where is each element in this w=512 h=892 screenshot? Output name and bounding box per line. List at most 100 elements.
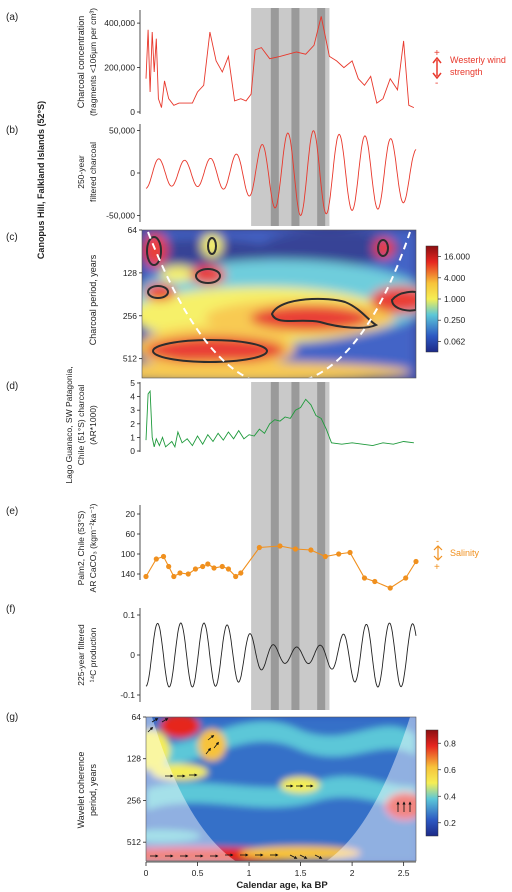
colorbar-tick-label: 0.4: [444, 791, 456, 801]
data-point: [347, 550, 352, 555]
data-point: [166, 564, 171, 569]
panel-e-ylabel-2: AR CaCO₃ (kgm⁻²ka⁻¹): [88, 503, 98, 592]
colorbar-tick-label: 16.000: [444, 252, 470, 262]
y-tick-label: -0.1: [120, 690, 135, 700]
panel-g-colorbar: [426, 730, 438, 836]
panel-e-ylabel-1: Palm2, Chile (53°S): [76, 510, 86, 585]
panel-g-colorbar-ticks: 0.8 0.6 0.4 0.2: [438, 738, 456, 828]
data-point: [238, 570, 243, 575]
salinity-arrow-icon: [434, 546, 442, 560]
wind-minus: -: [435, 78, 438, 89]
panel-c-wavelet-power: [50, 230, 430, 385]
panel-a-ylabel-1: Charcoal concentration: [76, 16, 86, 109]
y-tick-label: -50,000: [106, 211, 135, 221]
colorbar-tick-label: 0.6: [444, 765, 456, 775]
panel-e-y-ticks: 20 60 100 140: [121, 509, 140, 579]
x-tick-label: 2.5: [398, 868, 410, 878]
data-point: [257, 545, 262, 550]
panel-f: (f) 225-year filtered ¹⁴C production 0.1…: [6, 604, 416, 702]
y-tick-label: 140: [121, 569, 135, 579]
y-tick-label: 1: [130, 432, 135, 442]
colorbar-tick-label: 0.2: [444, 818, 456, 828]
y-tick-label: 0: [130, 107, 135, 117]
data-point: [161, 554, 166, 559]
colorbar-tick-label: 1.000: [444, 294, 466, 304]
band-dark-upper-1: [291, 8, 299, 226]
salinity-minus: -: [436, 536, 439, 546]
panel-label-f: (f): [6, 604, 15, 615]
band-dark-upper-2: [317, 8, 325, 226]
x-tick-label: 1.5: [295, 868, 307, 878]
y-tick-label: 4: [130, 392, 135, 402]
x-tick-label: 0.5: [192, 868, 204, 878]
x-tick-label: 0: [144, 868, 149, 878]
panel-c-y-ticks: 64 128 256 512: [123, 225, 142, 364]
panel-d-y-ticks: 0 1 2 3 4 5: [130, 378, 140, 456]
wind-label-2: strength: [450, 67, 483, 77]
side-label: Canopus Hill, Falkland Islands (52°S): [36, 101, 46, 259]
y-tick-label: 20: [126, 509, 136, 519]
panel-f-ylabel-2: ¹⁴C production: [88, 627, 98, 682]
y-tick-label: 128: [123, 268, 137, 278]
band-dark-lower-1: [291, 382, 299, 710]
colorbar-tick-label: 4.000: [444, 273, 466, 283]
data-point: [308, 547, 313, 552]
panel-c-colorbar-ticks: 16.000 4.000 1.000 0.250 0.062: [438, 252, 470, 347]
panel-g-ylabel-2: period, years: [88, 763, 98, 816]
panel-label-g: (g): [6, 712, 18, 723]
x-axis: 0 0.5 1 1.5 2 2.5 Calendar age, ka BP: [144, 862, 416, 891]
x-axis-ticks: 0 0.5 1 1.5 2 2.5: [144, 862, 410, 878]
x-tick-label: 1: [247, 868, 252, 878]
data-point: [336, 551, 341, 556]
data-point: [177, 570, 182, 575]
data-point: [403, 575, 408, 580]
x-tick-label: 2: [350, 868, 355, 878]
colorbar-tick-label: 0.250: [444, 315, 466, 325]
panel-label-d: (d): [6, 381, 18, 392]
data-point: [277, 543, 282, 548]
data-point: [362, 575, 367, 580]
y-tick-label: 60: [126, 529, 136, 539]
y-tick-label: 64: [128, 225, 138, 235]
y-tick-label: 64: [132, 712, 142, 722]
y-tick-label: 400,000: [104, 18, 135, 28]
y-tick-label: 3: [130, 405, 135, 415]
data-point: [200, 564, 205, 569]
panel-g-y-ticks: 64 128 256 512: [127, 712, 146, 847]
colorbar-tick-label: 0.062: [444, 336, 466, 346]
y-tick-label: 512: [127, 837, 141, 847]
y-tick-label: 200,000: [104, 63, 135, 73]
panel-b-ylabel-2: filtered charcoal: [88, 142, 98, 202]
salinity-plus: +: [434, 562, 440, 573]
panel-a-ylabel-2: (fragments <106µm per cm³): [88, 8, 98, 116]
salinity-label: Salinity: [450, 548, 480, 558]
data-point: [220, 564, 225, 569]
band-dark-lower-2: [317, 382, 325, 710]
y-tick-label: 0.1: [123, 610, 135, 620]
data-point: [226, 566, 231, 571]
y-tick-label: 0: [130, 168, 135, 178]
data-point: [388, 585, 393, 590]
y-tick-label: 512: [123, 354, 137, 364]
wind-label-1: Westerly wind: [450, 55, 506, 65]
y-tick-label: 256: [127, 795, 141, 805]
panel-b-y-ticks: 50,000 0 -50,000: [106, 126, 140, 221]
data-point: [154, 556, 159, 561]
panel-d-ylabel-1: Lago Guanaco, SW Patagonia,: [64, 366, 74, 483]
x-axis-label: Calendar age, ka BP: [236, 880, 328, 891]
panel-b-ylabel-1: 250-year: [76, 155, 86, 189]
panel-g-ylabel-1: Wavelet coherence: [76, 752, 86, 829]
y-tick-label: 100: [121, 549, 135, 559]
colorbar-tick-label: 0.8: [444, 738, 456, 748]
panel-label-c: (c): [6, 232, 18, 243]
data-point: [233, 574, 238, 579]
panel-d-ylabel-3: (AR*1000): [88, 405, 98, 445]
panel-label-b: (b): [6, 125, 18, 136]
panel-c: (c) Charcoal period, years: [6, 225, 470, 385]
y-tick-label: 256: [123, 311, 137, 321]
y-tick-label: 2: [130, 419, 135, 429]
y-tick-label: 0: [130, 650, 135, 660]
panel-f-y-ticks: 0.1 0 -0.1: [120, 610, 140, 700]
y-tick-label: 50,000: [109, 126, 135, 136]
